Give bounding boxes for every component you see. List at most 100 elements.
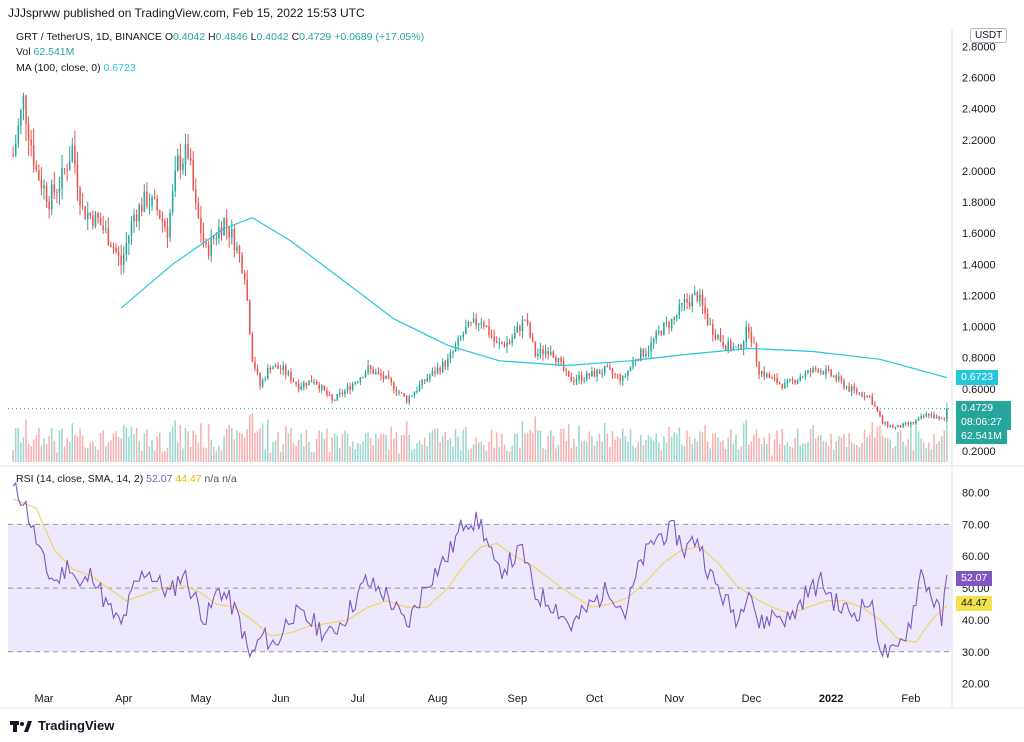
- candle: [133, 208, 135, 233]
- ma-label[interactable]: MA (100, close, 0): [16, 62, 101, 74]
- candle: [539, 342, 542, 359]
- symbol-legend: GRT / TetherUS, 1D, BINANCE O0.4042 H0.4…: [16, 31, 424, 43]
- volume-bar: [601, 441, 603, 462]
- volume-bar: [639, 435, 642, 462]
- volume-bar: [645, 440, 647, 462]
- volume-bar: [27, 443, 30, 462]
- candle-body: [50, 184, 53, 210]
- candle: [928, 413, 930, 419]
- candle-body: [452, 351, 454, 353]
- candle-body: [786, 380, 789, 383]
- candle-body: [526, 319, 529, 324]
- candle-body: [547, 350, 549, 355]
- volume-bar: [393, 438, 395, 462]
- rsi-tick-label: 60.00: [962, 551, 990, 563]
- volume-bar: [910, 425, 912, 462]
- candle-body: [434, 371, 436, 374]
- candle: [22, 92, 25, 121]
- volume-bar: [755, 429, 758, 462]
- volume-bar: [670, 436, 673, 462]
- time-tick-label: Oct: [586, 693, 603, 705]
- candle: [413, 391, 416, 399]
- candle-body: [220, 227, 223, 236]
- volume-bar: [879, 425, 881, 462]
- candle-body: [192, 160, 194, 190]
- candle-body: [387, 375, 390, 379]
- candle-body: [25, 95, 27, 125]
- candle-body: [591, 371, 593, 377]
- volume-bar: [745, 419, 747, 462]
- volume-badge: 62.541M: [956, 429, 1007, 444]
- candle: [259, 371, 261, 390]
- candle: [706, 307, 709, 327]
- volume-bar: [925, 448, 928, 462]
- volume-bar: [313, 452, 315, 462]
- candle: [789, 379, 791, 383]
- candle-body: [616, 374, 619, 376]
- volume-bar: [467, 450, 470, 462]
- candle-body: [750, 332, 753, 343]
- volume-bar: [506, 450, 508, 462]
- candle-body: [940, 418, 943, 420]
- volume-bar: [50, 427, 53, 462]
- candle: [135, 209, 138, 228]
- candle: [256, 364, 259, 376]
- candle-body: [722, 341, 724, 347]
- volume-bar: [475, 437, 477, 462]
- candle-body: [835, 375, 838, 380]
- volume-bar: [202, 447, 205, 462]
- volume-bar: [799, 445, 802, 462]
- volume-bar: [233, 439, 236, 462]
- currency-button[interactable]: USDT: [970, 28, 1008, 43]
- candle-body: [606, 366, 609, 368]
- volume-bar: [930, 449, 933, 462]
- candle-body: [665, 321, 668, 323]
- volume-label[interactable]: Vol: [16, 46, 31, 58]
- volume-bar: [436, 428, 439, 462]
- candle: [477, 323, 480, 332]
- volume-bar: [56, 452, 58, 462]
- volume-bar: [853, 443, 856, 462]
- candle-body: [385, 375, 387, 379]
- tradingview-logo[interactable]: TradingView: [10, 718, 114, 733]
- candle-body: [910, 422, 912, 425]
- candle-body: [567, 370, 570, 377]
- candle: [321, 384, 323, 394]
- candle-body: [125, 243, 128, 255]
- candle-body: [68, 161, 71, 171]
- candle: [117, 246, 120, 266]
- candle: [838, 371, 840, 383]
- candle-body: [724, 346, 727, 351]
- candle-body: [215, 238, 218, 240]
- symbol-name[interactable]: GRT / TetherUS, 1D, BINANCE: [16, 31, 162, 43]
- volume-bar: [161, 451, 164, 462]
- candle-body: [524, 319, 526, 321]
- candle-body: [892, 425, 894, 428]
- countdown-badge: 08:06:27: [956, 415, 1011, 430]
- volume-bar: [315, 439, 318, 462]
- candle: [14, 134, 17, 157]
- volume-bar: [637, 442, 639, 462]
- candle: [387, 370, 390, 380]
- volume-bar: [349, 446, 351, 462]
- candle-body: [426, 378, 429, 382]
- candle: [439, 365, 441, 375]
- volume-bar: [318, 430, 321, 462]
- candle: [187, 134, 189, 161]
- candle: [176, 148, 179, 172]
- candle: [673, 316, 675, 325]
- candle: [362, 376, 364, 379]
- candle-body: [297, 384, 300, 390]
- volume-bar: [256, 431, 259, 462]
- candle: [748, 322, 750, 339]
- candle-body: [768, 373, 771, 378]
- rsi-label[interactable]: RSI (14, close, SMA, 14, 2): [16, 473, 144, 485]
- volume-bar: [454, 429, 457, 462]
- volume-bar: [763, 436, 766, 462]
- volume-bar: [557, 444, 560, 462]
- candle: [207, 240, 210, 260]
- volume-bar: [624, 435, 627, 462]
- volume-bar: [776, 430, 778, 462]
- candle: [791, 376, 794, 385]
